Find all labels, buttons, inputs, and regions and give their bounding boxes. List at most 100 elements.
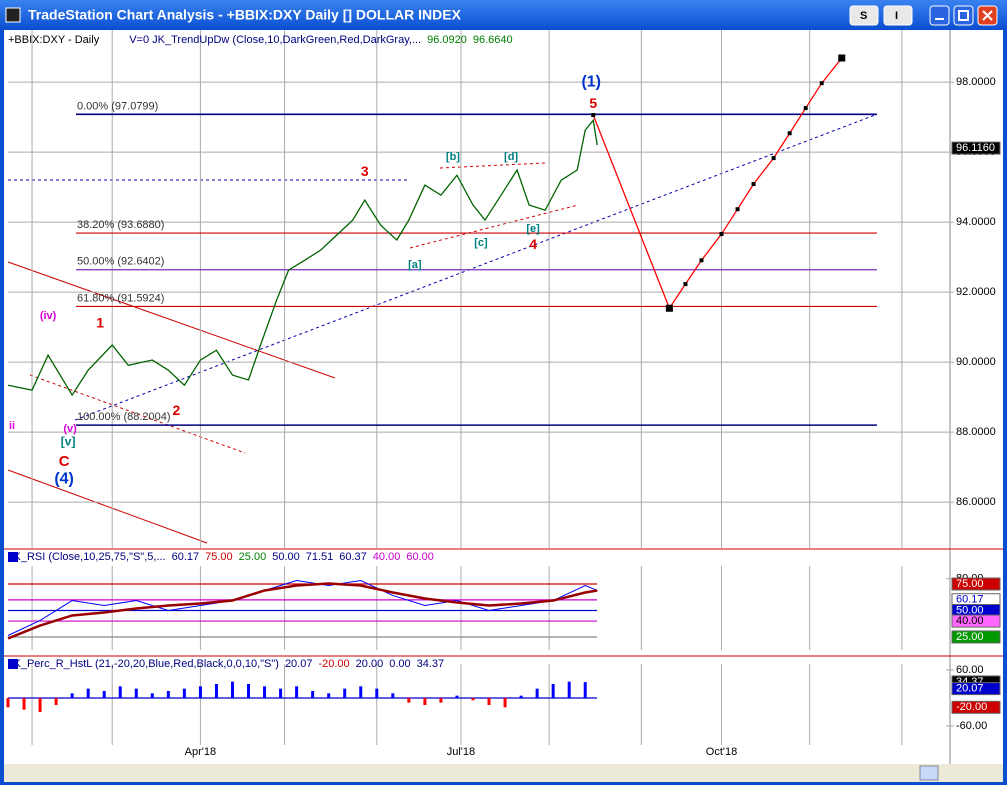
study-label: 50.00 <box>272 551 300 563</box>
y-tick-label: 90.0000 <box>956 356 996 368</box>
projection-point <box>838 54 846 62</box>
s-button[interactable] <box>849 5 879 26</box>
wave-label: [a] <box>408 259 422 271</box>
level-label: 50.00% (92.6402) <box>77 256 164 268</box>
histogram-bar <box>166 690 170 698</box>
histogram-bar <box>407 697 411 703</box>
histogram-bar <box>439 697 443 703</box>
projection-point <box>803 106 808 111</box>
histogram-bar <box>230 681 234 698</box>
price-tag-label: 75.00 <box>956 578 984 590</box>
study-label: 60.00 <box>406 551 434 563</box>
scrollbar[interactable] <box>4 764 1003 782</box>
projection-point <box>683 282 688 287</box>
series-line <box>7 582 598 640</box>
wave-label: 2 <box>172 402 180 418</box>
price-tag <box>951 141 1001 155</box>
i-button-label: I <box>895 10 898 22</box>
y-tick-label: 86.0000 <box>956 496 996 508</box>
price-tag-label: 96.1160 <box>956 142 995 154</box>
level-label: 100.00% (88.2004) <box>77 411 171 423</box>
level-label: 61.80% (91.5924) <box>77 292 164 304</box>
histogram-bar <box>455 695 459 698</box>
study-label: 60.37 <box>339 551 367 563</box>
histogram-bar <box>343 688 347 698</box>
histogram-bar <box>247 683 251 698</box>
projection-point <box>699 258 704 263</box>
projection-point <box>771 156 776 161</box>
x-tick-label: Jul'18 <box>447 746 475 758</box>
chart-area <box>4 30 1003 764</box>
wave-label: [b] <box>446 151 460 163</box>
histogram-bar <box>487 697 491 705</box>
study-label: V=0 JK_TrendUpDw (Close,10,DarkGreen,Red… <box>129 34 421 46</box>
histogram-bar <box>118 686 122 698</box>
projection-point <box>751 182 756 186</box>
projection-point <box>735 207 740 212</box>
price-tag-label: 60.17 <box>956 594 984 606</box>
study-label: 60.17 <box>172 551 200 563</box>
histogram-bar <box>54 697 58 705</box>
scroll-thumb[interactable] <box>919 765 939 781</box>
study-label: 40.00 <box>373 551 401 563</box>
histogram-bar <box>327 693 331 698</box>
study-label: 20.07 <box>285 658 313 670</box>
histogram-bar <box>86 688 90 698</box>
level-label: 38.20% (93.6880) <box>77 219 164 231</box>
price-tag-label: -20.00 <box>956 701 987 713</box>
wave-label: (v) <box>63 423 77 435</box>
histogram-bar <box>70 693 74 698</box>
wave-label: (4) <box>54 470 74 487</box>
projection-point <box>819 81 824 86</box>
y-tick-label: 88.0000 <box>956 426 996 438</box>
histogram-bar <box>359 686 363 698</box>
study-label: 20.00 <box>356 658 384 670</box>
wave-label: [d] <box>504 151 518 163</box>
study-label: 96.0920 <box>427 34 467 46</box>
study-icon <box>8 552 18 562</box>
histogram-bar <box>22 697 26 710</box>
window-icons <box>935 10 993 21</box>
price-tag <box>951 577 1001 591</box>
histogram-bar <box>551 683 555 698</box>
wave-label: (1) <box>581 73 601 90</box>
wave-label: (iv) <box>40 310 57 322</box>
wave-label: [e] <box>526 223 540 235</box>
histogram-bar <box>134 688 138 698</box>
price-tag-label: 25.00 <box>956 631 984 643</box>
study-label: 25.00 <box>239 551 267 563</box>
y-tick-label: 60.00 <box>956 664 984 676</box>
level-label: 0.00% (97.0799) <box>77 100 158 112</box>
price-tag-label: 50.00 <box>956 604 984 616</box>
price-tag <box>951 682 1001 696</box>
study-label: JK_RSI (Close,10,25,75,"S",5,... <box>8 551 166 563</box>
wave-label: [v] <box>61 434 76 448</box>
wave-label: ii <box>9 420 15 432</box>
study-label: -20.00 <box>318 658 349 670</box>
histogram-bar <box>567 681 571 698</box>
x-tick-label: Apr'18 <box>185 746 216 758</box>
series-line <box>592 57 843 310</box>
channel-line <box>7 261 336 379</box>
i-button[interactable] <box>883 5 913 26</box>
histogram-bar <box>102 690 106 698</box>
projection-point <box>665 304 673 312</box>
wave-label: 3 <box>361 163 369 179</box>
wave-label: [c] <box>474 237 488 249</box>
histogram-bar <box>279 688 283 698</box>
s-button-label: S <box>860 10 867 22</box>
app-icon <box>5 7 21 23</box>
histogram-bar <box>182 688 186 698</box>
minimize-button[interactable] <box>929 5 950 26</box>
study-label: 34.37 <box>417 658 445 670</box>
projection-point <box>719 232 724 237</box>
histogram-bar <box>150 693 154 698</box>
histogram-bar <box>423 697 427 705</box>
maximize-button[interactable] <box>953 5 974 26</box>
price-tag-label: 20.07 <box>956 683 984 695</box>
window-title: TradeStation Chart Analysis - +BBIX:DXY … <box>28 7 462 23</box>
price-tag <box>951 614 1001 628</box>
histogram-bar <box>471 697 475 701</box>
triangle-line <box>409 204 579 249</box>
